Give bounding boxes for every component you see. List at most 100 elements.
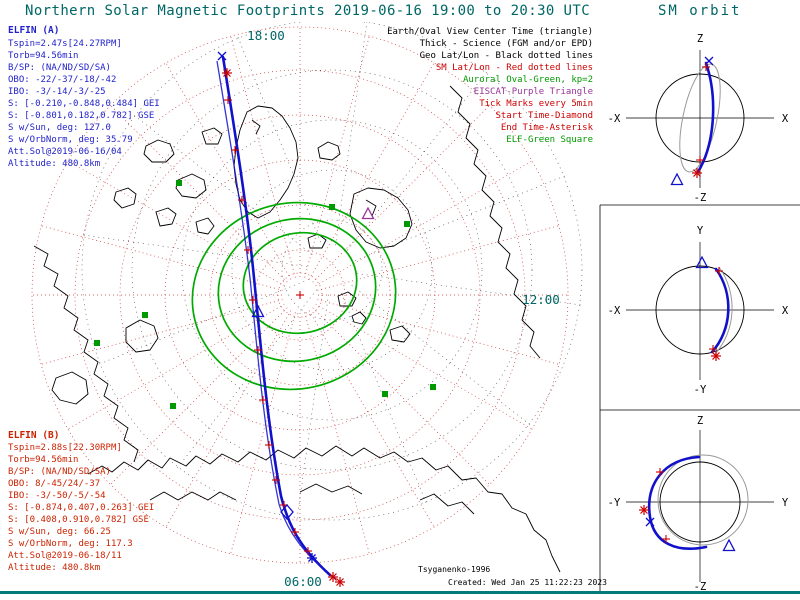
coastline-island	[51, 371, 89, 405]
orbit-panel-xy: Y -Y -X X	[608, 225, 789, 396]
orbit-arc-gray	[714, 266, 733, 355]
mlt-label-06: 06:00	[284, 574, 322, 589]
elfin-b-footprint-track	[216, 60, 337, 580]
elfin-b-line: OBO: 8/-45/24/-37	[8, 479, 100, 489]
coastline-island	[351, 311, 367, 325]
legend-line: Tick Marks every 5min	[479, 99, 593, 109]
earth-circle	[659, 461, 741, 543]
auroral-oval	[191, 201, 397, 391]
sm-meridian-line	[67, 303, 285, 430]
elfin-b-line: Att.Sol@2019-06-18/11	[8, 551, 122, 561]
coastline-segment	[149, 491, 237, 501]
coastline-island	[113, 187, 137, 209]
sm-latitude-circle	[74, 69, 526, 521]
legend-line: Auroral Oval-Green, kp=2	[463, 75, 593, 85]
end-time-asterisk-b	[334, 576, 346, 588]
legend-line: End Time-Asterisk	[501, 123, 594, 133]
legend-line: Start Time-Diamond	[495, 111, 593, 121]
auroral-oval-mid	[217, 217, 377, 363]
legend-line: Earth/Oval View Center Time (triangle)	[387, 27, 593, 37]
elfin-a-header: ELFIN (A)	[8, 25, 59, 36]
sm-meridian-line	[165, 62, 292, 280]
auroral-oval-outer	[191, 201, 397, 391]
coastline-segment	[251, 119, 261, 135]
sm-latitude-circle	[119, 114, 481, 476]
axis-label-neg-z: -Z	[694, 581, 707, 593]
axis-label-x: X	[782, 305, 789, 317]
elfin-a-line: Tspin=2.47s[24.27RPM]	[8, 39, 122, 49]
coastline-segment	[87, 445, 561, 573]
axis-label-y: Y	[782, 497, 789, 509]
end-time-asterisk-top	[221, 67, 233, 79]
axis-label-neg-y: -Y	[694, 384, 707, 396]
geo-meridian-line	[347, 71, 488, 251]
elfin-b-info-block: ELFIN (B) Tspin=2.88s[22.30RPM] Torb=94.…	[8, 430, 154, 573]
elf-station-square	[430, 384, 436, 390]
orbit-circle-gray	[657, 454, 749, 546]
coastline-iceland	[317, 141, 341, 161]
elfin-a-line: S w/Sun, deg: 127.0	[8, 123, 111, 133]
elf-stations	[94, 180, 436, 409]
coastline-island	[337, 291, 357, 307]
elfin-a-line: B/SP: (NA/ND/SD/SA)	[8, 63, 111, 73]
elfin-b-line: S w/Sun, deg: 66.25	[8, 527, 111, 537]
geo-meridian-line	[98, 279, 309, 365]
coastline-scandinavia	[349, 187, 413, 249]
axis-label-neg-x: -X	[608, 305, 621, 317]
sm-meridian-line	[41, 225, 283, 291]
coastline-segment	[449, 85, 541, 359]
elfin-a-line: Altitude: 480.8km	[8, 159, 100, 169]
legend-line: ELF-Green Square	[506, 135, 593, 145]
legend-line: Geo Lat/Lon - Black dotted lines	[420, 51, 593, 61]
sm-meridian-line	[110, 105, 288, 283]
sm-meridian-line	[312, 105, 490, 283]
coastline-island	[389, 325, 411, 343]
map-panel	[31, 22, 583, 588]
orbit-panel-yz: Z -Z -Y Y	[608, 415, 789, 593]
elfin-a-line: Torb=94.56min	[8, 51, 78, 61]
axis-label-neg-z: -Z	[694, 192, 707, 204]
sm-meridian-line	[315, 160, 533, 287]
sm-meridian-line	[304, 312, 370, 554]
geo-meridian-line	[237, 36, 323, 247]
coastline-island	[143, 139, 175, 163]
orbit-end-asterisk	[691, 167, 703, 179]
elf-station-square	[142, 312, 148, 318]
coastline-segment	[365, 199, 377, 217]
elf-station-square	[170, 403, 176, 409]
earth-circle	[655, 265, 745, 355]
coastline-island	[155, 207, 177, 227]
sm-meridian-line	[312, 307, 490, 485]
sm-latitude-circle	[254, 249, 346, 341]
orbit-panel-xz: Z -Z -X X	[608, 33, 789, 204]
coastline-island	[201, 127, 223, 145]
sm-latlon-grid	[31, 26, 569, 564]
science-arc	[710, 267, 730, 354]
axis-label-z: Z	[697, 33, 703, 45]
elfin-a-line: S w/OrbNorm, deg: 35.79	[8, 135, 133, 145]
coastline-segment	[33, 245, 139, 463]
mlt-label-18: 18:00	[247, 28, 285, 43]
bottom-border-bar	[0, 591, 800, 594]
elfin-a-line: IBO: -3/-14/-3/-25	[8, 87, 106, 97]
sm-latitude-circle	[31, 26, 569, 564]
legend-line: SM Lat/Lon - Red dotted lines	[436, 63, 593, 73]
axis-label-y: Y	[697, 225, 704, 237]
orbit-end-asterisk	[638, 504, 650, 516]
elfin-a-line: S: [-0.801,0.182,0.782] GSE	[8, 111, 154, 121]
orbit-panel-title: SM orbit	[658, 3, 741, 19]
axis-label-neg-y: -Y	[608, 497, 621, 509]
geo-latitude-circle	[81, 22, 583, 521]
sm-meridian-line	[230, 36, 296, 278]
elfin-b-line: Tspin=2.88s[22.30RPM]	[8, 443, 122, 453]
elfin-a-footprint-track	[221, 55, 332, 577]
coastline-island	[195, 217, 215, 235]
science-arc	[696, 61, 715, 174]
orbit-end-asterisk	[710, 350, 722, 362]
elfin-b-line: IBO: -3/-50/-5/-54	[8, 491, 106, 501]
elfin-b-line: S: [-0.874,0.407,0.263] GEI	[8, 503, 154, 513]
elfin-a-line: S: [-0.210,-0.848,0.484] GEI	[8, 99, 160, 109]
sm-meridian-line	[304, 36, 370, 278]
sm-meridian-line	[308, 310, 435, 528]
